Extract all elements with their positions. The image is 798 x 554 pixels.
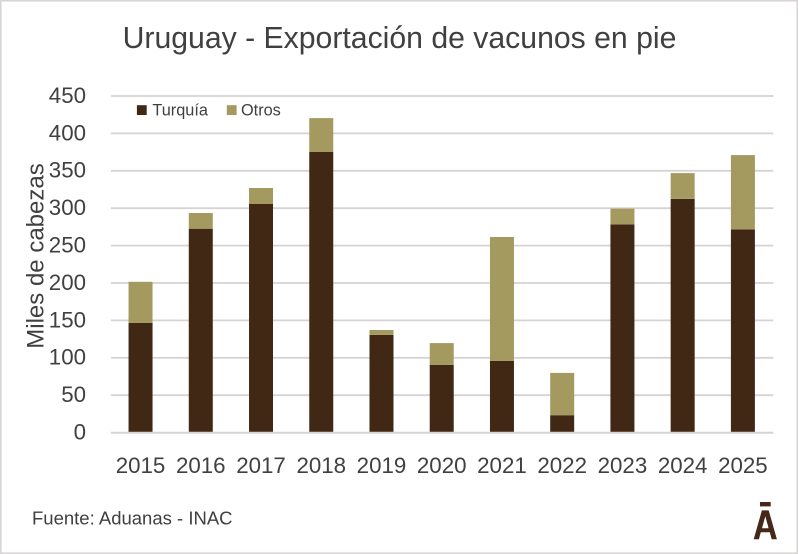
svg-text:Miles de cabezas: Miles de cabezas: [23, 163, 50, 348]
svg-text:2022: 2022: [537, 453, 587, 478]
svg-text:Turquía: Turquía: [152, 102, 208, 120]
svg-text:400: 400: [49, 120, 86, 145]
svg-text:2017: 2017: [236, 453, 286, 478]
svg-text:2021: 2021: [477, 453, 527, 478]
svg-text:150: 150: [49, 307, 86, 332]
svg-text:2025: 2025: [718, 453, 768, 478]
svg-text:Otros: Otros: [241, 102, 281, 120]
svg-text:2020: 2020: [417, 453, 467, 478]
svg-text:50: 50: [61, 382, 86, 407]
svg-text:2018: 2018: [296, 453, 346, 478]
svg-text:Uruguay - Exportación de vacun: Uruguay - Exportación de vacunos en pie: [123, 22, 677, 55]
svg-text:Fuente: Aduanas - INAC: Fuente: Aduanas - INAC: [32, 508, 233, 529]
svg-text:250: 250: [49, 233, 86, 258]
svg-text:2016: 2016: [176, 453, 226, 478]
svg-text:450: 450: [49, 83, 86, 108]
svg-text:300: 300: [49, 195, 86, 220]
svg-text:350: 350: [49, 158, 86, 183]
svg-text:100: 100: [49, 345, 86, 370]
svg-text:2015: 2015: [116, 453, 166, 478]
svg-text:200: 200: [49, 270, 86, 295]
svg-text:2023: 2023: [598, 453, 648, 478]
svg-text:2019: 2019: [357, 453, 407, 478]
svg-text:0: 0: [74, 420, 86, 445]
svg-text:2024: 2024: [658, 453, 708, 478]
